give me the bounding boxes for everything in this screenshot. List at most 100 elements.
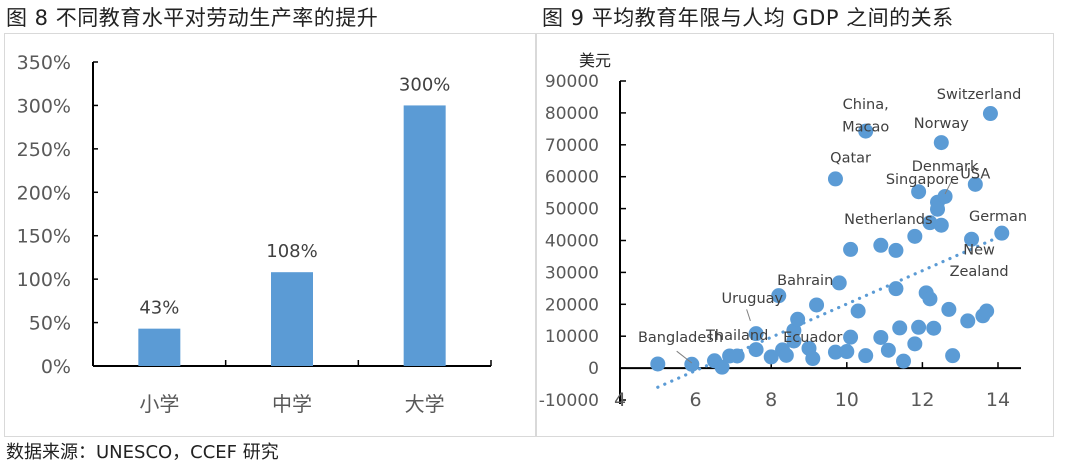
y-tick-label: 80000 bbox=[545, 104, 599, 124]
bar-value-label: 43% bbox=[139, 298, 179, 319]
point-annotation: Switzerland bbox=[937, 87, 1022, 103]
scatter-chart: 美元 -10000 0 10000 20000 30000 40000 50000 60000 7… bbox=[539, 51, 1027, 411]
y-tick-label: 30000 bbox=[545, 263, 599, 283]
y-tick-label: 100% bbox=[17, 269, 71, 291]
data-point bbox=[850, 303, 866, 319]
figure-9-title: 图 9 平均教育年限与人均 GDP 之间的关系 bbox=[542, 6, 954, 30]
y-tick-label: -10000 bbox=[539, 391, 599, 411]
data-point bbox=[982, 106, 998, 122]
data-point bbox=[778, 347, 794, 363]
y-tick-label: 300% bbox=[17, 95, 71, 117]
data-point bbox=[941, 301, 957, 317]
data-point bbox=[714, 359, 730, 375]
data-point bbox=[979, 303, 995, 319]
leader-line bbox=[746, 309, 751, 322]
bar-chart: 0% 50% 100% 150% 200% 250% 300% 350% 43% 小学 108% 中学… bbox=[17, 52, 492, 416]
data-point bbox=[922, 291, 938, 307]
leader-line bbox=[944, 178, 954, 195]
data-point bbox=[748, 326, 764, 342]
point-annotation: Singapore bbox=[886, 172, 959, 188]
category-label: 大学 bbox=[405, 392, 445, 416]
data-point bbox=[771, 288, 787, 304]
data-point bbox=[763, 349, 779, 365]
data-point bbox=[967, 176, 983, 192]
data-point bbox=[926, 320, 942, 336]
point-annotation: German bbox=[969, 209, 1027, 225]
y-tick-label: 0% bbox=[41, 356, 71, 378]
bar-value-label: 108% bbox=[266, 241, 317, 262]
y-tick-label: 50% bbox=[29, 313, 71, 335]
data-point bbox=[960, 313, 976, 329]
data-point bbox=[994, 225, 1010, 241]
y-tick-label: 70000 bbox=[545, 136, 599, 156]
y-tick-label: 200% bbox=[17, 182, 71, 204]
point-annotation: Denmark bbox=[912, 159, 979, 175]
y-tick-label: 150% bbox=[17, 226, 71, 248]
bar-2 bbox=[271, 272, 313, 366]
point-annotation: Ecuador bbox=[783, 330, 842, 346]
point-annotation: Thailand bbox=[705, 328, 768, 344]
y-tick-label: 90000 bbox=[545, 72, 599, 92]
point-annotation: Bahrain bbox=[777, 273, 833, 289]
data-point bbox=[827, 171, 843, 187]
data-point bbox=[911, 184, 927, 200]
scatter-chart-frame: 美元 -10000 0 10000 20000 30000 40000 50000 60000 7… bbox=[536, 33, 1054, 437]
data-point bbox=[786, 333, 802, 349]
point-annotation: Uruguay bbox=[721, 291, 783, 307]
leader-line bbox=[676, 350, 693, 364]
data-point bbox=[937, 188, 953, 204]
data-point bbox=[790, 311, 806, 327]
data-point bbox=[964, 231, 980, 247]
data-point bbox=[650, 356, 666, 372]
data-point bbox=[858, 348, 874, 364]
data-point bbox=[873, 329, 889, 345]
data-point bbox=[805, 351, 821, 367]
data-source-note: 数据来源：UNESCO，CCEF 研究 bbox=[6, 442, 279, 463]
point-annotation: Macao bbox=[842, 119, 889, 135]
x-tick-label: 10 bbox=[835, 389, 859, 411]
point-annotation: Qatar bbox=[830, 151, 871, 167]
data-point bbox=[896, 353, 911, 369]
x-tick-label: 8 bbox=[765, 389, 777, 411]
point-annotation: USA bbox=[960, 167, 990, 183]
x-tick-label: 14 bbox=[986, 389, 1010, 411]
point-annotation: Zealand bbox=[950, 264, 1009, 280]
data-point bbox=[831, 275, 847, 291]
bar-value-label: 300% bbox=[399, 74, 450, 95]
data-point bbox=[911, 319, 927, 335]
data-point bbox=[907, 228, 923, 244]
data-point bbox=[858, 123, 874, 139]
y-tick-label: 20000 bbox=[545, 295, 599, 315]
y-tick-label: 250% bbox=[17, 139, 71, 161]
category-label: 小学 bbox=[139, 392, 179, 416]
trend-line bbox=[656, 234, 1004, 389]
y-tick-label: 60000 bbox=[545, 168, 599, 188]
data-point bbox=[729, 348, 745, 364]
x-tick-label: 4 bbox=[614, 389, 626, 411]
data-point bbox=[933, 217, 949, 233]
bar-chart-frame: 0% 50% 100% 150% 200% 250% 300% 350% 43% 小学 108% 中学… bbox=[4, 33, 536, 437]
data-point bbox=[888, 281, 904, 297]
data-point bbox=[933, 135, 949, 151]
bar-3 bbox=[403, 105, 446, 366]
point-annotation: New bbox=[963, 242, 995, 258]
data-point bbox=[839, 344, 855, 360]
x-tick-label: 12 bbox=[910, 389, 934, 411]
point-annotation: Norway bbox=[914, 116, 969, 132]
point-annotation: Netherlands bbox=[844, 212, 932, 228]
y-tick-label: 350% bbox=[17, 52, 71, 74]
point-annotation: China, bbox=[843, 97, 889, 113]
data-point bbox=[843, 241, 859, 257]
data-point bbox=[843, 329, 859, 345]
point-annotation: Bangladesh bbox=[638, 330, 723, 346]
data-point bbox=[873, 237, 889, 253]
y-tick-label: 10000 bbox=[545, 327, 599, 347]
data-point bbox=[748, 342, 764, 358]
data-point bbox=[945, 348, 961, 364]
y-tick-label: 50000 bbox=[545, 200, 599, 220]
bar-1 bbox=[138, 328, 181, 366]
data-point bbox=[880, 342, 896, 358]
data-point bbox=[892, 320, 908, 336]
y-tick-label: 0 bbox=[588, 359, 599, 379]
data-point bbox=[922, 215, 938, 231]
